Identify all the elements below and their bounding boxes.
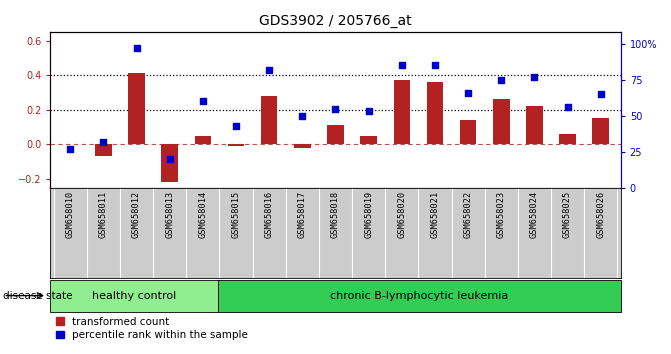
Text: chronic B-lymphocytic leukemia: chronic B-lymphocytic leukemia bbox=[330, 291, 509, 301]
Point bbox=[397, 63, 407, 68]
Bar bbox=[227, 144, 244, 146]
Bar bbox=[218, 280, 621, 312]
Bar bbox=[327, 125, 344, 144]
Text: GDS3902 / 205766_at: GDS3902 / 205766_at bbox=[259, 14, 412, 28]
Point bbox=[98, 139, 109, 144]
Text: GSM658015: GSM658015 bbox=[231, 190, 240, 238]
Bar bbox=[128, 73, 145, 144]
Point bbox=[363, 109, 374, 114]
Bar bbox=[493, 99, 509, 144]
Bar bbox=[393, 80, 410, 144]
Text: GSM658025: GSM658025 bbox=[563, 190, 572, 238]
Bar bbox=[427, 82, 444, 144]
Bar bbox=[261, 96, 278, 144]
Point bbox=[131, 45, 142, 51]
Text: GSM658010: GSM658010 bbox=[66, 190, 74, 238]
Text: GSM658016: GSM658016 bbox=[264, 190, 274, 238]
Text: GSM658020: GSM658020 bbox=[397, 190, 407, 238]
Bar bbox=[460, 120, 476, 144]
Point bbox=[529, 74, 540, 80]
Bar bbox=[560, 134, 576, 144]
Point bbox=[496, 77, 507, 82]
Text: GSM658019: GSM658019 bbox=[364, 190, 373, 238]
Point bbox=[595, 91, 606, 97]
Text: GSM658022: GSM658022 bbox=[464, 190, 472, 238]
Text: GSM658011: GSM658011 bbox=[99, 190, 108, 238]
Point bbox=[429, 63, 440, 68]
Bar bbox=[294, 144, 311, 148]
Point bbox=[463, 90, 474, 96]
Point bbox=[65, 146, 76, 152]
Text: GSM658021: GSM658021 bbox=[431, 190, 440, 238]
Bar bbox=[50, 280, 218, 312]
Point bbox=[197, 98, 208, 104]
Point bbox=[297, 113, 308, 119]
Text: healthy control: healthy control bbox=[92, 291, 176, 301]
Text: disease state: disease state bbox=[3, 291, 73, 301]
Text: GSM658018: GSM658018 bbox=[331, 190, 340, 238]
Bar bbox=[162, 144, 178, 182]
Text: GSM658014: GSM658014 bbox=[199, 190, 207, 238]
Text: GSM658026: GSM658026 bbox=[597, 190, 605, 238]
Text: GSM658012: GSM658012 bbox=[132, 190, 141, 238]
Bar bbox=[95, 144, 111, 156]
Text: GSM658017: GSM658017 bbox=[298, 190, 307, 238]
Bar bbox=[592, 118, 609, 144]
Text: GSM658023: GSM658023 bbox=[497, 190, 506, 238]
Point bbox=[231, 123, 242, 129]
Point bbox=[264, 67, 274, 73]
Bar bbox=[195, 136, 211, 144]
Bar bbox=[360, 136, 377, 144]
Text: GSM658013: GSM658013 bbox=[165, 190, 174, 238]
Text: GSM658024: GSM658024 bbox=[530, 190, 539, 238]
Legend: transformed count, percentile rank within the sample: transformed count, percentile rank withi… bbox=[56, 317, 248, 340]
Point bbox=[330, 106, 341, 112]
Point bbox=[562, 104, 573, 110]
Bar bbox=[526, 106, 543, 144]
Point bbox=[164, 156, 175, 162]
